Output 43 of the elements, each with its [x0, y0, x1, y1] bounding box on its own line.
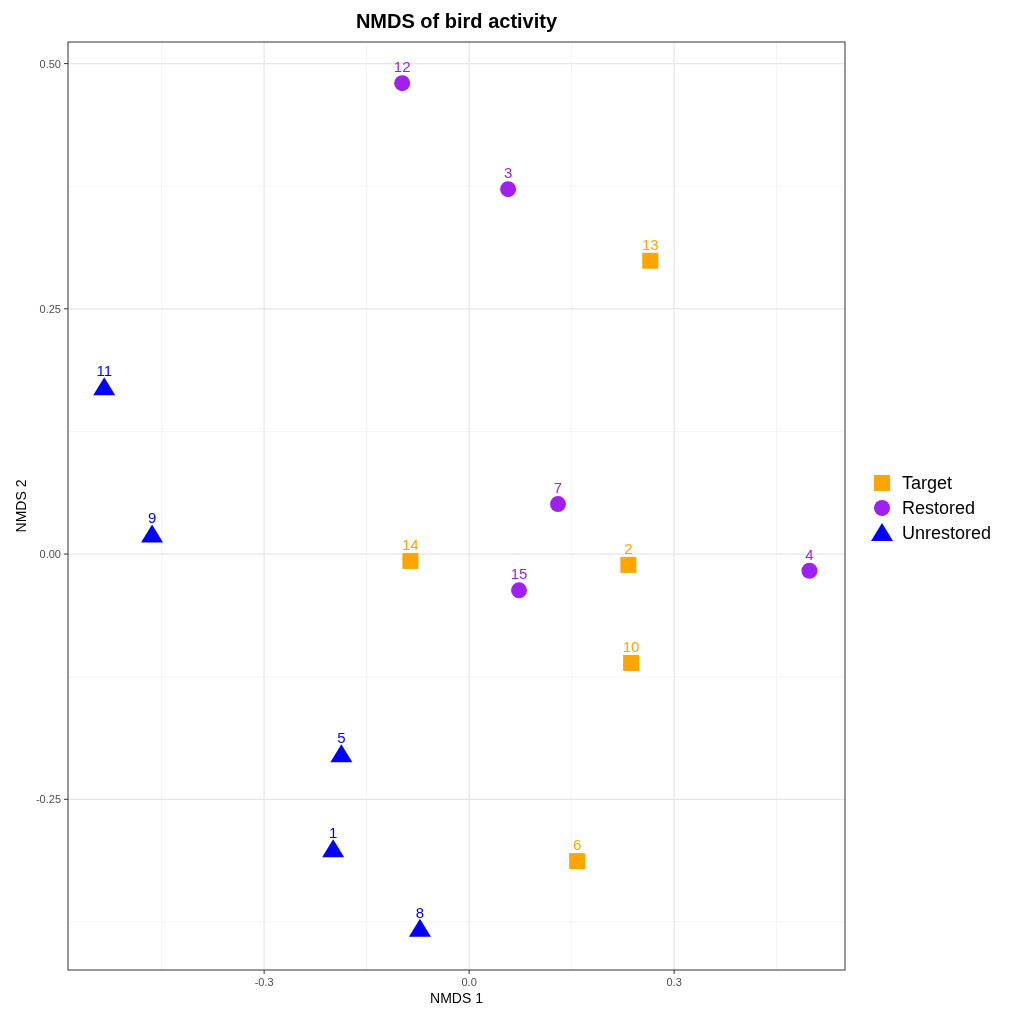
annotation: 14: [402, 535, 419, 553]
point: [801, 562, 818, 579]
y-tick-label: 0.00: [39, 548, 61, 561]
annotation: 15: [510, 565, 528, 583]
point: [408, 918, 431, 937]
point: [569, 853, 586, 870]
point: [402, 552, 419, 569]
point: [549, 496, 566, 513]
point: [620, 556, 637, 573]
point: [141, 524, 164, 543]
annotation: 6: [572, 836, 582, 854]
point: [623, 654, 640, 671]
point: [330, 744, 353, 763]
point: [322, 839, 345, 858]
y-tick-label: 0.25: [39, 302, 61, 315]
annotation: 9: [147, 509, 157, 527]
annotation: 12: [393, 58, 411, 76]
legend-label: Restored: [902, 498, 976, 518]
x-axis-title: NMDS 1: [430, 990, 484, 1006]
annotation: 4: [805, 545, 814, 563]
y-tick-label: -0.25: [35, 793, 61, 806]
y-tick-label: 0.50: [39, 57, 61, 70]
annotation: 2: [624, 539, 633, 557]
point: [394, 75, 411, 92]
x-tick-label: 0.3: [666, 976, 682, 988]
annotation: 1: [328, 824, 338, 842]
point: [500, 181, 517, 198]
legend-label: Unrestored: [902, 523, 992, 543]
x-tick-label: -0.3: [254, 976, 274, 988]
chart-title: NMDS of bird activity: [355, 10, 558, 32]
annotation: 8: [415, 903, 425, 921]
annotation: 13: [641, 235, 659, 253]
annotation: 3: [503, 164, 513, 182]
point: [93, 377, 116, 396]
point: [642, 252, 659, 269]
annotation: 5: [337, 729, 346, 747]
legend-label: Target: [902, 473, 953, 493]
annotation: 11: [96, 362, 113, 380]
x-tick-label: 0.0: [461, 976, 477, 988]
y-axis-title: NMDS 2: [13, 479, 29, 533]
point: [511, 582, 528, 599]
annotation: 10: [622, 637, 640, 655]
annotation: 7: [553, 479, 563, 497]
